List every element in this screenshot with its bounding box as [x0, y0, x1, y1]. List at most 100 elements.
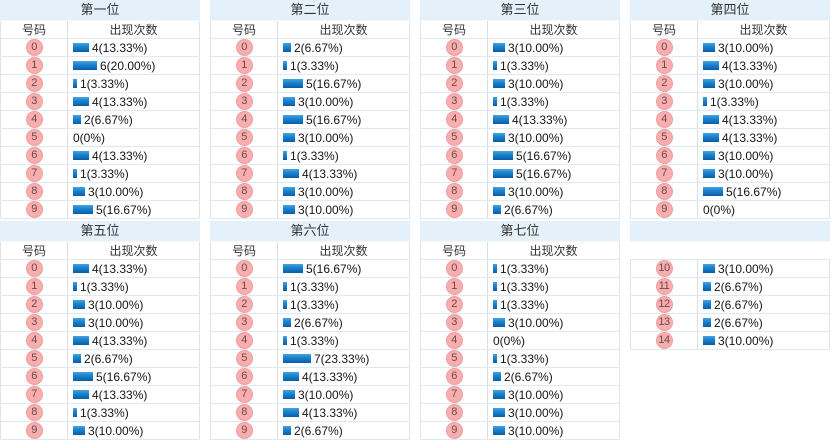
- number-badge: 3: [445, 314, 463, 331]
- count-cell: 3(10.00%): [698, 75, 830, 92]
- frequency-bar: [493, 205, 501, 214]
- table-row: 5 7(23.33%): [210, 350, 410, 368]
- table-row: 3 3(10.00%): [0, 314, 200, 332]
- number-cell: 5: [0, 129, 68, 146]
- table-row: 6 1(3.33%): [210, 147, 410, 165]
- number-badge: 1: [25, 57, 43, 74]
- frequency-bar: [703, 43, 715, 52]
- number-badge: 2: [25, 75, 43, 92]
- table-row: 4 4(13.33%): [420, 111, 620, 129]
- frequency-label: 1(3.33%): [80, 166, 129, 181]
- frequency-label: 3(10.00%): [508, 40, 564, 55]
- table-row: 8 1(3.33%): [0, 404, 200, 422]
- number-cell: 7: [420, 165, 488, 182]
- table-row: 12 2(6.67%): [630, 296, 830, 314]
- count-cell: 0(0%): [698, 201, 830, 218]
- frequency-label: 1(3.33%): [710, 94, 759, 109]
- number-badge: 2: [655, 75, 673, 92]
- number-cell: 9: [210, 422, 278, 439]
- count-cell: 3(10.00%): [278, 201, 410, 218]
- number-badge: 4: [235, 111, 253, 128]
- number-cell: 10: [630, 260, 698, 277]
- count-cell: 3(10.00%): [68, 296, 200, 313]
- table-row: 7 5(16.67%): [420, 165, 620, 183]
- count-cell: 2(6.67%): [68, 350, 200, 367]
- frequency-label: 4(13.33%): [302, 369, 358, 384]
- count-cell: 3(10.00%): [488, 39, 620, 56]
- frequency-bar: [73, 97, 89, 106]
- count-cell: 4(13.33%): [68, 147, 200, 164]
- table-row: 2 1(3.33%): [420, 296, 620, 314]
- number-cell: 0: [420, 260, 488, 277]
- number-badge: 4: [25, 332, 43, 349]
- number-cell: 2: [420, 296, 488, 313]
- number-cell: 1: [420, 278, 488, 295]
- table-row: 13 2(6.67%): [630, 314, 830, 332]
- number-cell: 5: [630, 129, 698, 146]
- number-cell: 7: [0, 386, 68, 403]
- count-cell: 1(3.33%): [68, 278, 200, 295]
- number-cell: 4: [420, 111, 488, 128]
- table-row: 0 5(16.67%): [210, 260, 410, 278]
- number-badge: 5: [25, 129, 43, 146]
- number-badge: 9: [235, 201, 253, 218]
- frequency-label: 2(6.67%): [714, 279, 763, 294]
- frequency-bar: [73, 426, 85, 435]
- count-cell: 4(13.33%): [68, 386, 200, 403]
- number-cell: 5: [210, 350, 278, 367]
- frequency-label: 5(16.67%): [726, 184, 782, 199]
- count-cell: 1(3.33%): [488, 278, 620, 295]
- frequency-label: 3(10.00%): [718, 166, 774, 181]
- frequency-label: 4(13.33%): [92, 148, 148, 163]
- frequency-bar: [493, 318, 505, 327]
- section-rows: 0 4(13.33%) 1 1(3.33%) 2 3(10.00%) 3 3(: [0, 260, 200, 440]
- number-badge: 6: [655, 147, 673, 164]
- number-cell: 6: [420, 368, 488, 385]
- count-cell: 2(6.67%): [488, 368, 620, 385]
- position-section: 第五位 号码 出现次数 0 4(13.33%) 1 1(3.33%) 2 3(1…: [0, 221, 200, 440]
- number-cell: 3: [0, 314, 68, 331]
- section-rows: 10 3(10.00%) 11 2(6.67%) 12 2(6.67%) 13: [630, 260, 830, 350]
- section-header-row: 号码 出现次数: [630, 21, 830, 39]
- number-column-header: 号码: [210, 242, 278, 259]
- table-row: 0 1(3.33%): [420, 260, 620, 278]
- number-cell: 4: [210, 332, 278, 349]
- frequency-bar: [493, 169, 513, 178]
- count-cell: 1(3.33%): [698, 93, 830, 110]
- frequency-bar: [493, 300, 497, 309]
- count-cell: 2(6.67%): [488, 201, 620, 218]
- section-title: 第六位: [210, 221, 410, 242]
- frequency-bar: [73, 264, 89, 273]
- number-cell: 1: [0, 278, 68, 295]
- frequency-label: 1(3.33%): [500, 279, 549, 294]
- count-cell: 1(3.33%): [488, 57, 620, 74]
- frequency-bar: [493, 79, 505, 88]
- number-badge: 8: [235, 404, 253, 421]
- count-cell: 6(20.00%): [68, 57, 200, 74]
- frequency-label: 2(6.67%): [714, 315, 763, 330]
- number-badge: 6: [235, 368, 253, 385]
- frequency-bar: [493, 115, 509, 124]
- number-badge: 7: [235, 165, 253, 182]
- number-cell: 0: [210, 260, 278, 277]
- section-title: 第一位: [0, 0, 200, 21]
- number-badge: 2: [445, 75, 463, 92]
- frequency-label: 3(10.00%): [508, 76, 564, 91]
- frequency-label: 3(10.00%): [508, 315, 564, 330]
- frequency-label: 2(6.67%): [294, 40, 343, 55]
- count-cell: 5(16.67%): [698, 183, 830, 200]
- frequency-bar: [283, 61, 287, 70]
- frequency-label: 5(16.67%): [96, 202, 152, 217]
- number-cell: 4: [0, 332, 68, 349]
- frequency-bar: [703, 79, 715, 88]
- frequency-label: 3(10.00%): [508, 130, 564, 145]
- table-row: 6 4(13.33%): [0, 147, 200, 165]
- table-row: 8 4(13.33%): [210, 404, 410, 422]
- table-row: 1 1(3.33%): [420, 57, 620, 75]
- frequency-label: 5(16.67%): [96, 369, 152, 384]
- frequency-label: 7(23.33%): [314, 351, 370, 366]
- number-badge: 3: [235, 314, 253, 331]
- count-cell: 5(16.67%): [278, 111, 410, 128]
- number-badge: 1: [235, 278, 253, 295]
